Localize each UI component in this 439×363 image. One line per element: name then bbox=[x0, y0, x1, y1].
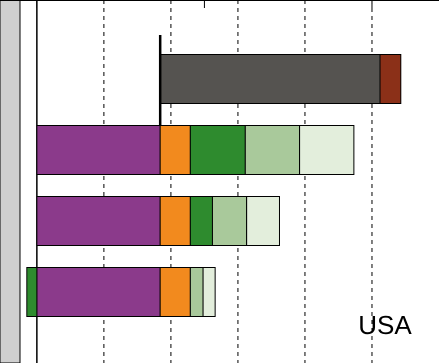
bar-segment bbox=[36, 125, 161, 175]
annotation: USA bbox=[358, 310, 412, 340]
bar-segment bbox=[189, 125, 246, 175]
bar-segment bbox=[244, 125, 301, 175]
bar-segment bbox=[189, 267, 204, 317]
bar-segment bbox=[159, 196, 191, 246]
bar-segment bbox=[379, 54, 402, 104]
bar-segment bbox=[202, 267, 216, 317]
side-band bbox=[0, 0, 21, 363]
bar-segment bbox=[246, 196, 280, 246]
bar-segment bbox=[159, 125, 191, 175]
bar-segment bbox=[299, 125, 355, 175]
bar-segment bbox=[36, 267, 161, 317]
bar-segment bbox=[159, 54, 381, 104]
bar-segment bbox=[36, 196, 161, 246]
bar-segment bbox=[211, 196, 248, 246]
bar-segment bbox=[189, 196, 213, 246]
bar-segment bbox=[159, 267, 191, 317]
bar-segment bbox=[26, 267, 38, 317]
